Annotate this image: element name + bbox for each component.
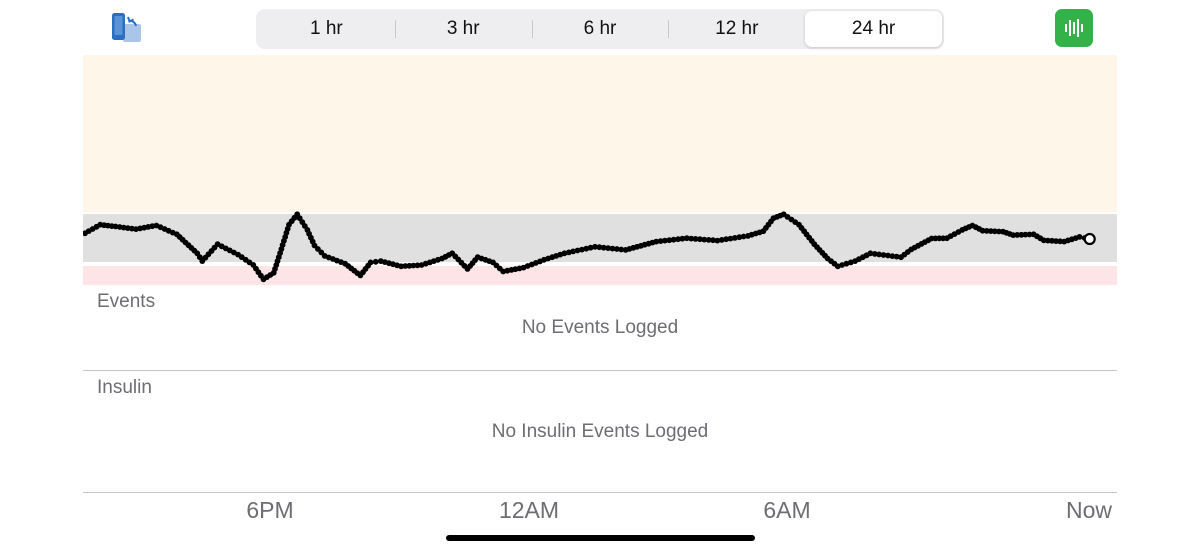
glucose-reading-point <box>1026 231 1033 238</box>
range-1hr[interactable]: 1 hr <box>310 18 343 39</box>
glucose-reading-point <box>688 235 695 242</box>
glucose-reading-point <box>657 238 664 245</box>
glucose-reading-point <box>893 253 900 260</box>
glucose-reading-point <box>885 252 891 259</box>
range-6hr[interactable]: 6 hr <box>531 11 669 47</box>
rotate-screen-button[interactable] <box>106 10 146 46</box>
x-axis-label-6am: 6AM <box>763 497 811 523</box>
x-axis-label-12am: 12AM <box>498 497 560 523</box>
glucose-reading-point <box>372 258 379 265</box>
glucose-reading-point <box>880 252 887 258</box>
glucose-reading-point <box>367 259 374 266</box>
range-3hr[interactable]: 3 hr <box>394 11 532 47</box>
glucose-reading-point <box>714 237 721 244</box>
range-24hr[interactable]: 24 hr <box>805 11 942 47</box>
top-bar: 1 hr 3 hr 6 hr 12 hr 24 hr <box>0 0 1200 56</box>
glucose-reading-point <box>675 236 681 243</box>
glucose-reading-point <box>614 246 620 252</box>
glucose-reading-point <box>1022 231 1029 238</box>
events-label: Events <box>97 291 156 312</box>
glucose-reading-point <box>692 236 699 242</box>
glucose-reading-point <box>871 251 878 257</box>
glucose-reading-point <box>670 236 677 243</box>
time-range-selector: 1 hr 3 hr 6 hr 12 hr 24 hr <box>256 9 944 49</box>
glucose-reading-point <box>609 245 616 252</box>
glucose-reading-point <box>1010 232 1017 239</box>
glucose-reading-point <box>991 228 998 235</box>
glucose-reading-point <box>732 235 738 241</box>
glucose-reading-point <box>596 244 603 251</box>
glucose-reading-point <box>561 250 568 257</box>
low-zone <box>83 266 1117 285</box>
glucose-reading-point <box>705 237 712 243</box>
current-reading-marker[interactable] <box>1083 232 1096 246</box>
glucose-chart <box>83 55 1117 287</box>
x-axis-line <box>83 492 1117 493</box>
glucose-reading-point <box>1053 238 1059 245</box>
glucose-reading-point <box>889 253 896 259</box>
glucose-reading-point <box>727 235 734 242</box>
events-empty-message: No Events Logged <box>521 317 679 338</box>
glucose-reading-point <box>1076 234 1083 240</box>
glucose-reading-point <box>701 236 708 243</box>
glucose-reading-point <box>697 236 703 243</box>
glucose-trace <box>83 211 1096 283</box>
glucose-reading-point <box>723 236 729 243</box>
glucose-reading-point <box>618 246 625 253</box>
glucose-reading-point <box>662 237 668 244</box>
glucose-reading-point <box>579 246 585 253</box>
glucose-reading-point <box>983 228 990 234</box>
glucose-reading-point <box>876 251 882 258</box>
glucose-reading-point <box>587 244 594 251</box>
glucose-reading-point <box>979 227 986 234</box>
glucose-reading-point <box>600 244 607 251</box>
statistics-button[interactable] <box>1055 9 1093 47</box>
x-axis-label-6pm: 6PM <box>246 497 294 523</box>
glucose-reading-point <box>710 237 716 244</box>
glucose-reading-point <box>683 235 690 242</box>
high-zone <box>83 55 1117 212</box>
range-12hr[interactable]: 12 hr <box>668 11 805 47</box>
glucose-reading-point <box>1045 237 1051 244</box>
home-indicator <box>446 535 755 541</box>
insulin-empty-message: No Insulin Events Logged <box>491 421 709 442</box>
section-divider <box>83 370 1117 371</box>
insulin-label: Insulin <box>97 377 152 398</box>
glucose-reading-point <box>666 237 673 244</box>
glucose-reading-point <box>574 247 581 254</box>
glucose-reading-point <box>679 235 686 242</box>
glucose-reading-point <box>843 260 850 267</box>
rotate-screen-icon <box>112 13 141 42</box>
glucose-reading-point <box>996 228 1002 235</box>
glucose-reading-point <box>867 250 874 257</box>
glucose-reading-point <box>718 237 725 243</box>
glucose-reading-point <box>740 233 747 240</box>
glucose-reading-point <box>570 248 576 255</box>
glucose-reading-point <box>653 238 660 245</box>
glucose-reading-point <box>592 243 598 250</box>
glucose-reading-point <box>402 263 409 269</box>
glucose-reading-point <box>736 234 743 241</box>
bar-chart-icon <box>1065 19 1083 37</box>
glucose-reading-point <box>1014 232 1021 238</box>
glucose-reading-point <box>410 262 417 269</box>
x-axis-label-now: Now <box>1065 497 1113 523</box>
glucose-reading-point <box>605 245 611 252</box>
